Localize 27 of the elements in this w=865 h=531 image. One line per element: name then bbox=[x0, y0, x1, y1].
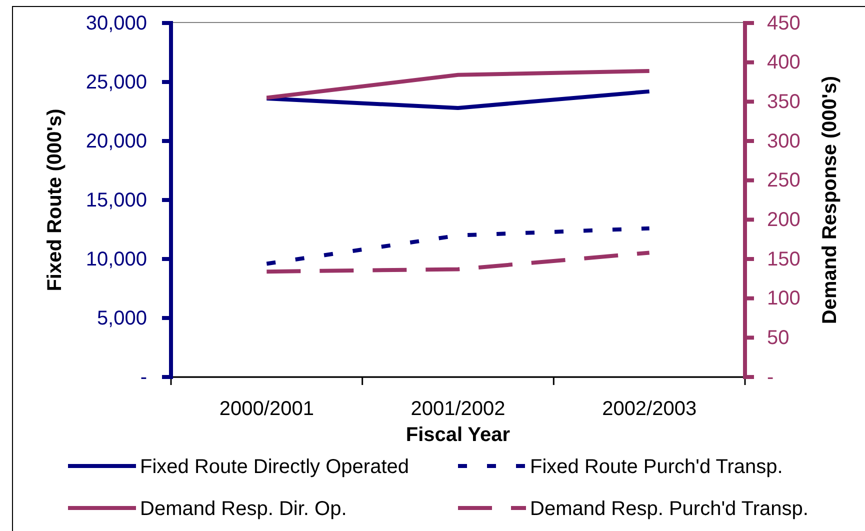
y2-tick-label: 150 bbox=[767, 248, 800, 270]
y2-tick-label: 400 bbox=[767, 52, 800, 74]
x-tick-label: 2001/2002 bbox=[410, 398, 506, 420]
legend-label: Demand Resp. Dir. Op. bbox=[140, 498, 347, 520]
y-axis-title: Fixed Route (000's) bbox=[44, 108, 66, 292]
y2-tick-label: 350 bbox=[767, 91, 800, 114]
y2-tick-label: 250 bbox=[767, 170, 800, 192]
x-axis-title: Fiscal Year bbox=[406, 424, 510, 446]
y2-tick-label: 50 bbox=[767, 327, 790, 350]
x-tick-label: 2000/2001 bbox=[219, 398, 314, 420]
y2-tick-label: 450 bbox=[767, 12, 800, 34]
x-tick-label: 2002/2003 bbox=[602, 398, 697, 420]
y2-axis-title: Demand Response (000's) bbox=[819, 76, 841, 324]
y-tick-label: 10,000 bbox=[86, 248, 147, 270]
y2-tick-label: - bbox=[767, 366, 774, 388]
y-tick-label: - bbox=[140, 366, 147, 388]
y-tick-label: 20,000 bbox=[86, 130, 147, 152]
y-tick-label: 25,000 bbox=[86, 71, 147, 94]
y2-tick-label: 200 bbox=[767, 209, 800, 232]
legend-label: Demand Resp. Purch'd Transp. bbox=[530, 498, 808, 520]
y2-tick-label: 100 bbox=[767, 288, 800, 310]
y-tick-label: 5,000 bbox=[96, 307, 147, 330]
y-tick-label: 30,000 bbox=[86, 12, 147, 34]
legend-label: Fixed Route Directly Operated bbox=[140, 456, 410, 478]
y-tick-label: 15,000 bbox=[86, 189, 147, 212]
y2-tick-label: 300 bbox=[767, 130, 800, 152]
legend-label: Fixed Route Purch'd Transp. bbox=[530, 456, 783, 478]
